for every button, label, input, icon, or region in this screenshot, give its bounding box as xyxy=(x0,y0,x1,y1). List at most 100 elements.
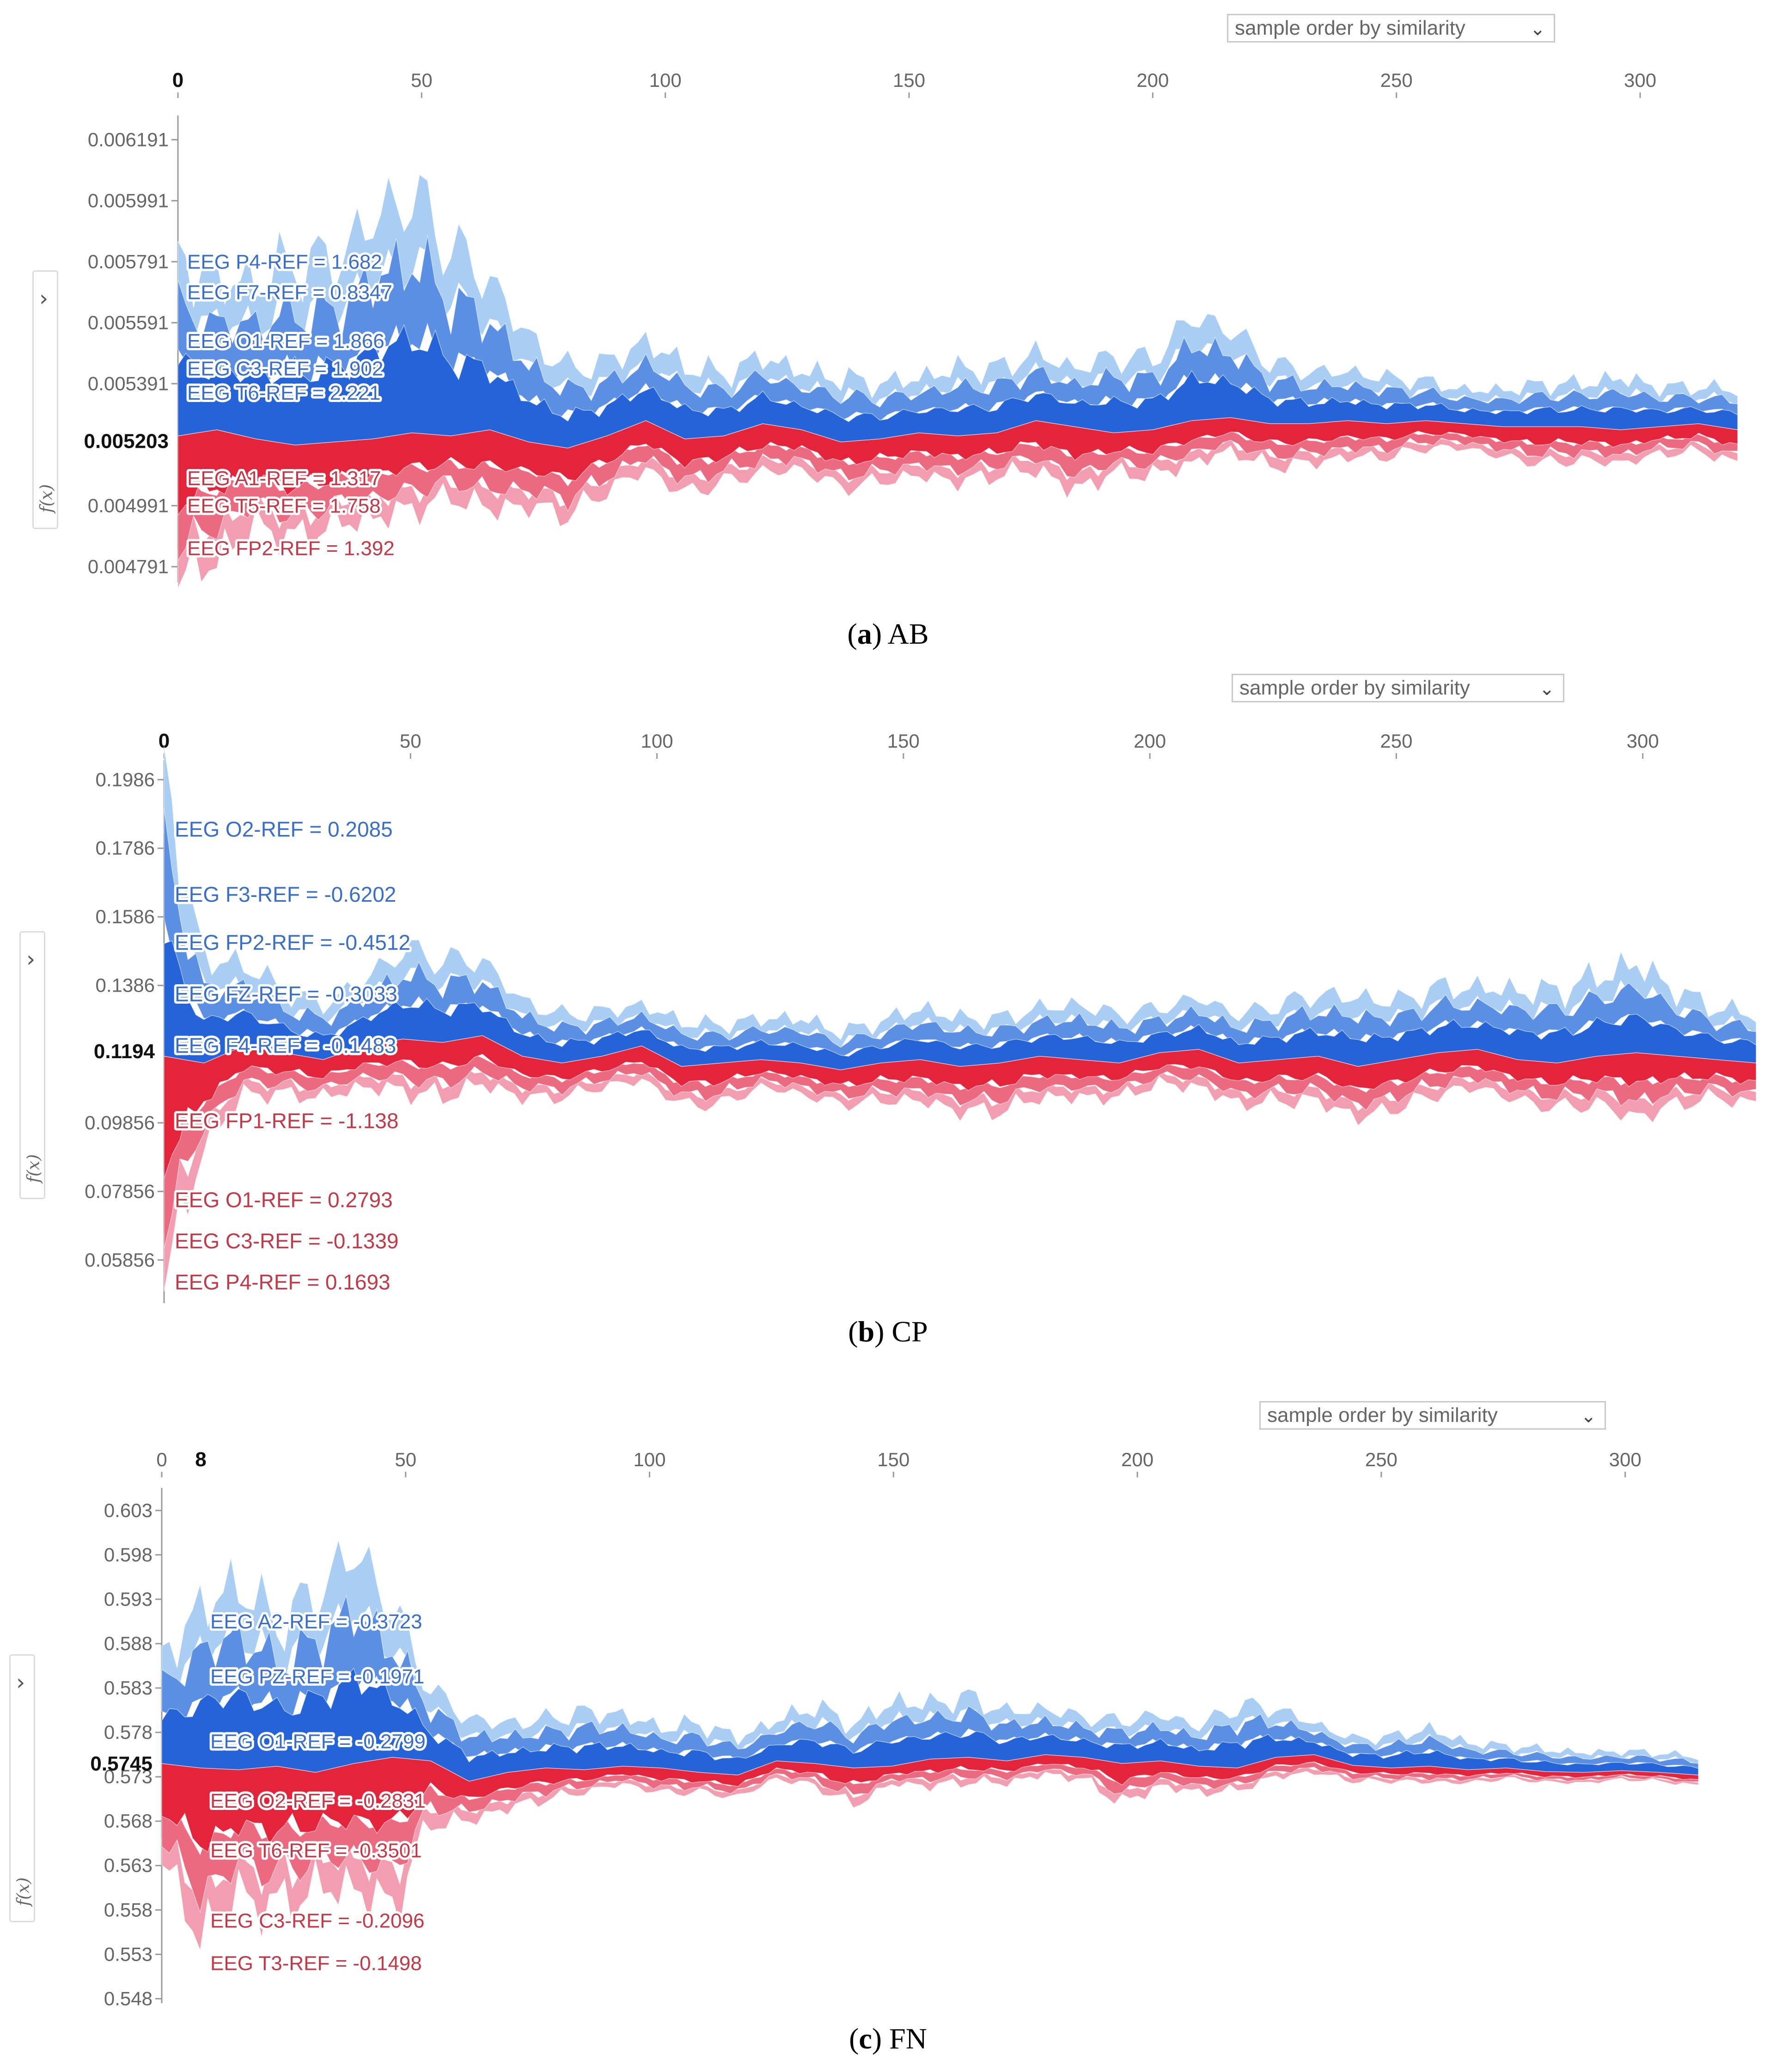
upper-feature-label: EEG A2-REF = -0.3723 xyxy=(210,1610,422,1633)
upper-band-dark xyxy=(161,1667,1699,1782)
x-tick-label: 100 xyxy=(634,1449,666,1470)
x-highlight-label: 0 xyxy=(172,69,183,91)
y-tick-label: 0.578 xyxy=(104,1721,153,1743)
upper-band-dark xyxy=(177,323,1738,449)
force-plot-chart: 0 50 100 150 200 250 300 8 0.603 0.598 0.593 0.588 0… xyxy=(90,1448,1699,2009)
x-tick-label: 200 xyxy=(1134,730,1166,752)
y-tick-label: 0.548 xyxy=(104,1987,153,2009)
upper-feature-label: EEG PZ-REF = -0.1971 xyxy=(210,1665,424,1688)
y-tick-label: 0.563 xyxy=(104,1854,153,1876)
y-tick-label: 0.598 xyxy=(104,1544,153,1566)
base-value-label: 0.005203 xyxy=(84,430,169,452)
expand-panel-toggle[interactable]: › f(x) xyxy=(19,931,45,1199)
x-tick-label: 200 xyxy=(1121,1449,1153,1470)
caption-text: AB xyxy=(887,617,929,650)
panel-a: sample order by similarity ⌄ › f(x) 0 50 1… xyxy=(0,0,1776,670)
panel-b: sample order by similarity ⌄ › f(x) 0 50 1… xyxy=(0,670,1776,1372)
caption-letter: c xyxy=(859,2022,872,2055)
y-tick-label: 0.05856 xyxy=(85,1249,155,1271)
sort-order-dropdown-label: sample order by similarity xyxy=(1267,1404,1498,1426)
y-tick-label: 0.005591 xyxy=(88,311,169,333)
force-plot-chart: 0 50 100 150 200 250 30000.0061910.0059910.005… xyxy=(84,69,1738,589)
upper-feature-label: EEG F7-REF = 0.8347 xyxy=(187,281,392,304)
panel-caption: (a) AB xyxy=(847,617,929,650)
upper-feature-label: EEG T6-REF = 2.221 xyxy=(187,382,381,404)
caption-letter: b xyxy=(858,1315,875,1348)
y-tick-label: 0.583 xyxy=(104,1677,153,1699)
y-tick-label: 0.07856 xyxy=(85,1180,155,1202)
x-tick-label: 0 xyxy=(156,1449,167,1470)
y-tick-label: 0.09856 xyxy=(85,1112,155,1134)
x-tick-label: 250 xyxy=(1380,69,1413,91)
upper-feature-label: EEG FZ-REF = -0.3033 xyxy=(175,982,397,1006)
y-tick-label: 0.1386 xyxy=(96,975,155,996)
base-value-label: 0.5745 xyxy=(90,1752,153,1775)
lower-feature-label: EEG T5-REF = 1.758 xyxy=(187,494,381,517)
lower-feature-label: EEG T6-REF = -0.3501 xyxy=(210,1840,422,1862)
expand-panel-toggle[interactable]: › f(x) xyxy=(32,270,58,529)
expand-panel-toggle[interactable]: › f(x) xyxy=(9,1654,35,1922)
upper-feature-label: EEG F3-REF = -0.6202 xyxy=(175,883,396,907)
x-tick-label: 200 xyxy=(1136,69,1169,91)
y-tick-label: 0.568 xyxy=(104,1810,153,1832)
upper-feature-label: EEG O1-REF = -0.2799 xyxy=(210,1730,426,1753)
x-tick-label: 150 xyxy=(877,1449,909,1470)
chevron-down-icon: ⌄ xyxy=(1530,19,1545,39)
sort-order-dropdown-label: sample order by similarity xyxy=(1239,676,1470,699)
upper-feature-label: EEG O1-REF = 1.866 xyxy=(187,330,384,353)
lower-feature-label: EEG T3-REF = -0.1498 xyxy=(210,1952,422,1975)
y-tick-label: 0.004991 xyxy=(88,494,169,516)
y-tick-label: 0.573 xyxy=(104,1766,153,1787)
lower-feature-label: EEG O2-REF = -0.2831 xyxy=(210,1790,426,1812)
x-tick-label: 250 xyxy=(1365,1449,1398,1470)
lower-feature-label: EEG C3-REF = -0.1339 xyxy=(175,1229,398,1253)
y-tick-label: 0.588 xyxy=(104,1633,153,1654)
x-tick-label: 150 xyxy=(893,69,925,91)
caption-letter: a xyxy=(857,617,872,650)
chevron-down-icon: ⌄ xyxy=(1581,1406,1596,1426)
x-tick-label: 300 xyxy=(1627,730,1659,752)
x-tick-label: 0 xyxy=(159,730,169,752)
upper-feature-label: EEG C3-REF = 1.902 xyxy=(187,357,383,380)
y-tick-label: 0.558 xyxy=(104,1899,153,1920)
x-tick-label: 150 xyxy=(887,730,920,752)
lower-band-light xyxy=(161,1767,1699,1951)
chevron-right-icon: › xyxy=(39,286,49,311)
x-highlight-label: 8 xyxy=(195,1448,206,1471)
lower-feature-label: EEG C3-REF = -0.2096 xyxy=(210,1909,424,1932)
lower-feature-label: EEG FP1-REF = -1.138 xyxy=(175,1109,398,1133)
chevron-right-icon: › xyxy=(26,946,36,972)
lower-band-light xyxy=(164,1067,1757,1292)
chevron-right-icon: › xyxy=(16,1670,25,1695)
y-tick-label: 0.006191 xyxy=(88,128,169,150)
x-tick-label: 250 xyxy=(1380,730,1412,752)
panel-caption: (b) CP xyxy=(848,1315,928,1348)
y-tick-label: 0.1586 xyxy=(96,906,155,927)
sort-order-dropdown-label: sample order by similarity xyxy=(1235,17,1465,39)
y-tick-label: 0.1786 xyxy=(96,837,155,859)
base-value-label: 0.1194 xyxy=(94,1040,155,1063)
lower-feature-label: EEG A1-REF = 1.317 xyxy=(187,467,381,490)
lower-feature-label: EEG P4-REF = 0.1693 xyxy=(175,1270,391,1294)
y-tick-label: 0.004791 xyxy=(88,555,169,577)
y-tick-label: 0.593 xyxy=(104,1588,153,1610)
sort-order-dropdown[interactable]: sample order by similarity ⌄ xyxy=(1259,1401,1606,1430)
sort-order-dropdown[interactable]: sample order by similarity ⌄ xyxy=(1232,674,1564,702)
x-tick-label: 50 xyxy=(400,730,421,752)
lower-feature-label: EEG FP2-REF = 1.392 xyxy=(187,537,395,560)
upper-feature-label: EEG F4-REF = -0.1483 xyxy=(175,1033,396,1057)
force-plot-chart: 0 50 100 150 200 250 30000.19860.17860.15860.1… xyxy=(85,730,1757,1303)
x-tick-label: 0 xyxy=(172,69,183,91)
x-tick-label: 50 xyxy=(411,69,433,91)
x-tick-label: 50 xyxy=(395,1449,416,1470)
lower-feature-label: EEG O1-REF = 0.2793 xyxy=(175,1188,393,1212)
upper-feature-label: EEG P4-REF = 1.682 xyxy=(187,250,382,273)
upper-feature-label: EEG FP2-REF = -0.4512 xyxy=(175,931,410,955)
lower-band-light xyxy=(177,438,1738,589)
y-tick-label: 0.1986 xyxy=(96,768,155,790)
sort-order-dropdown[interactable]: sample order by similarity ⌄ xyxy=(1227,14,1555,43)
panel-c: sample order by similarity ⌄ › f(x) 0 50 1… xyxy=(0,1372,1776,2072)
caption-text: FN xyxy=(889,2022,927,2055)
x-tick-label: 300 xyxy=(1624,69,1656,91)
upper-band-dark xyxy=(164,940,1757,1070)
